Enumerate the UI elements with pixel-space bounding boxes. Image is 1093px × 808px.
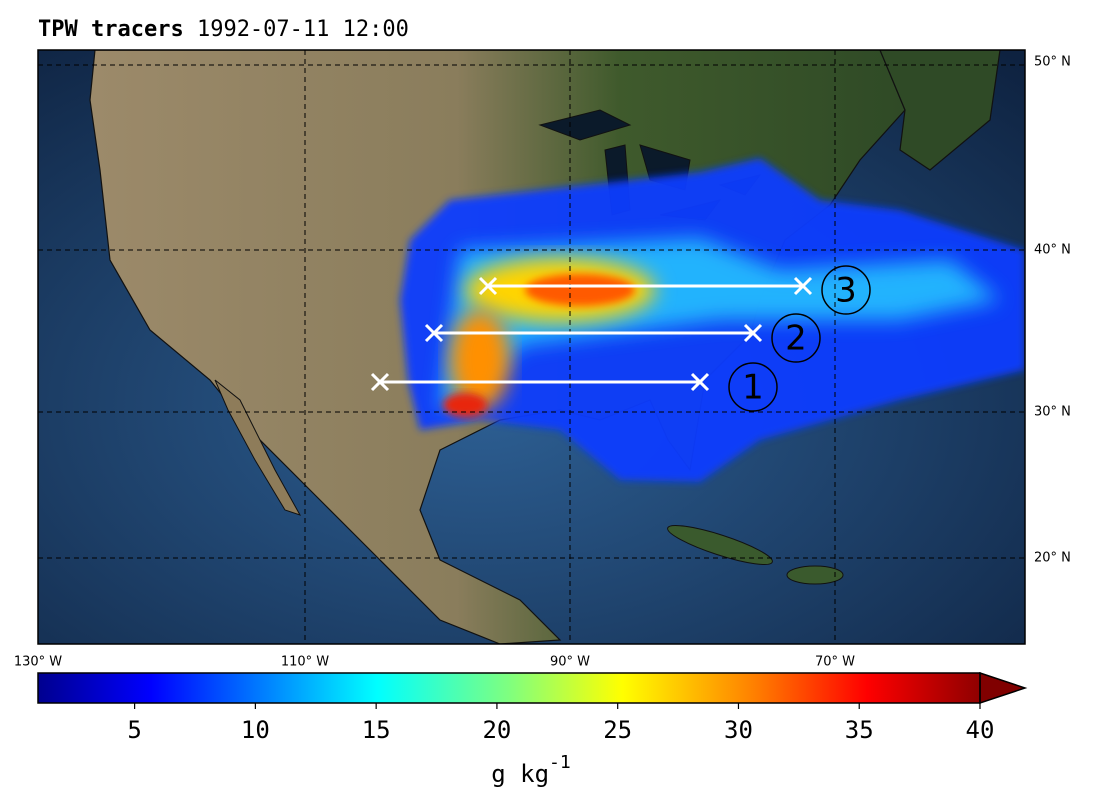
colorbar-gradient bbox=[38, 673, 980, 703]
title-bold: TPW tracers bbox=[38, 17, 184, 42]
map: 1 2 3 bbox=[38, 50, 1025, 644]
lat-label: 30° N bbox=[1034, 405, 1071, 420]
lat-labels: 50° N 40° N 30° N 20° N bbox=[1034, 55, 1071, 566]
transect-label: 1 bbox=[742, 368, 764, 408]
lat-label: 20° N bbox=[1034, 551, 1071, 566]
canada-east bbox=[879, 50, 1001, 171]
lon-label: 70° W bbox=[815, 655, 855, 670]
title: TPW tracers 1992-07-11 12:00 bbox=[38, 17, 409, 42]
colorbar-label: g kg-1 bbox=[491, 752, 570, 788]
transect-markers bbox=[728, 265, 871, 412]
colorbar-tick-label: 5 bbox=[127, 716, 141, 744]
transect-3 bbox=[478, 276, 813, 296]
lat-label: 50° N bbox=[1034, 55, 1071, 70]
transect-labels: 1 2 3 bbox=[742, 271, 857, 408]
marker-circle bbox=[821, 265, 871, 315]
graticule bbox=[38, 50, 1025, 644]
colorbar-exponent: -1 bbox=[549, 752, 571, 773]
transect-label: 3 bbox=[835, 271, 857, 311]
colorbar-tick-label: 20 bbox=[482, 716, 511, 744]
colorbar-tick-label: 25 bbox=[603, 716, 632, 744]
transect-2 bbox=[424, 323, 763, 343]
colorbar-tick-label: 40 bbox=[966, 716, 995, 744]
marker-circle bbox=[728, 362, 778, 412]
lon-label: 130° W bbox=[14, 655, 62, 670]
transects bbox=[370, 276, 813, 392]
map-frame bbox=[37, 49, 1026, 645]
hispaniola bbox=[786, 565, 844, 585]
tracer-plume bbox=[400, 158, 1025, 482]
colorbar-tick-label: 15 bbox=[362, 716, 391, 744]
lat-label: 40° N bbox=[1034, 243, 1071, 258]
colorbar-frame bbox=[37, 672, 981, 704]
colorbar-tick-label: 10 bbox=[241, 716, 270, 744]
marker-circle bbox=[771, 313, 821, 363]
plume-orange-west bbox=[450, 310, 510, 410]
plume-red bbox=[443, 393, 487, 417]
title-time: 1992-07-11 12:00 bbox=[197, 17, 409, 42]
colorbar-tick-label: 30 bbox=[724, 716, 753, 744]
transect-1 bbox=[370, 372, 710, 392]
cuba bbox=[667, 525, 773, 565]
colorbar: 5 10 15 20 25 30 35 40 bbox=[37, 671, 1028, 744]
plume-orange bbox=[525, 274, 635, 306]
colorbar-unit: g kg bbox=[491, 760, 549, 788]
lon-labels: 130° W 110° W 90° W 70° W bbox=[14, 655, 855, 670]
transect-label: 2 bbox=[785, 319, 807, 359]
lon-label: 90° W bbox=[550, 655, 590, 670]
colorbar-extension bbox=[979, 671, 1028, 705]
colorbar-tick-label: 35 bbox=[845, 716, 874, 744]
lon-label: 110° W bbox=[281, 655, 329, 670]
